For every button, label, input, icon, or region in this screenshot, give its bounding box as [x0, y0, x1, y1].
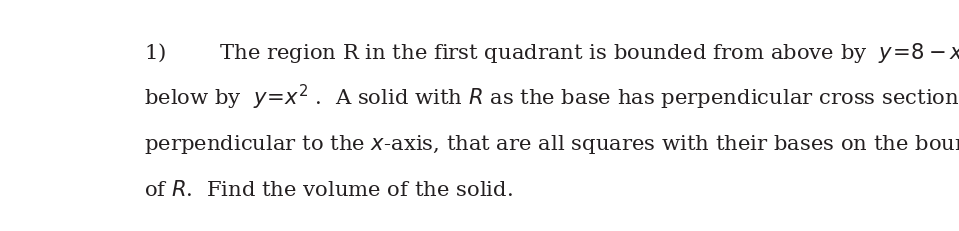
Text: below by  $y\!=\!x^2$ .  A solid with $R$ as the base has perpendicular cross se: below by $y\!=\!x^2$ . A solid with $R$ …	[145, 83, 959, 112]
Text: 1)        The region R in the first quadrant is bounded from above by  $y\!=\!8-: 1) The region R in the first quadrant is…	[145, 37, 959, 67]
Text: perpendicular to the $x$-axis, that are all squares with their bases on the boun: perpendicular to the $x$-axis, that are …	[145, 134, 959, 156]
Text: of $R$.  Find the volume of the solid.: of $R$. Find the volume of the solid.	[145, 180, 513, 200]
